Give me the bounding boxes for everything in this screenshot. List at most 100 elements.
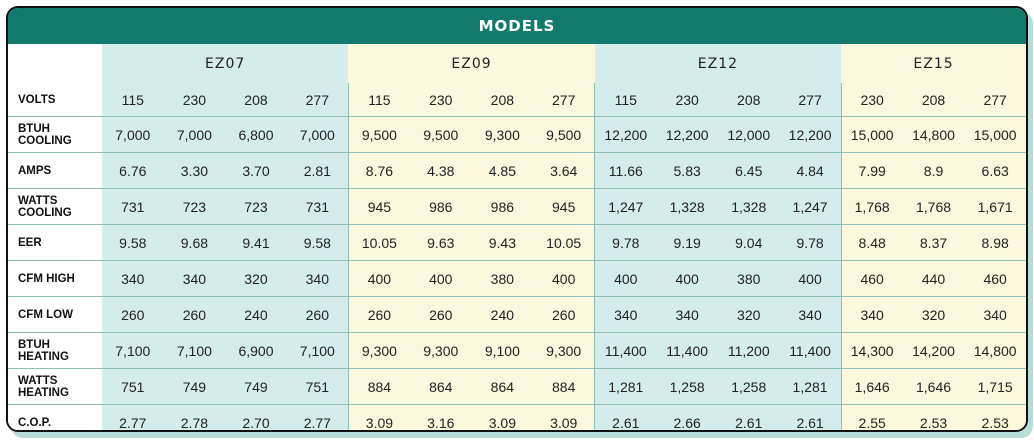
table-cell: 260 (409, 296, 472, 333)
table-cell: 2.66 (656, 404, 718, 430)
table-cell: 14,800 (964, 332, 1026, 369)
table-cell: 6,800 (225, 116, 287, 153)
table-cell: 400 (779, 260, 842, 297)
table-cell: 7,000 (286, 116, 349, 153)
table-cell: 4.38 (409, 152, 472, 189)
model-header-row: EZ07 EZ09 EZ12 EZ15 (8, 44, 1026, 83)
row-label-line: HEATING (18, 386, 69, 399)
table-cell: 3.16 (409, 404, 472, 430)
table-cell: 864 (409, 368, 472, 405)
row-label-line: EER (18, 236, 42, 249)
table-row: C.O.P. 2.77 2.78 2.70 2.77 3.09 3.16 3.09 3.09 2.… (8, 404, 1026, 430)
table-row: WATTS COOLING 731 723 723 731 945 986 986 945 1,24… (8, 188, 1026, 225)
table-cell: 1,671 (964, 188, 1026, 225)
spec-table-frame: MODELS EZ07 EZ09 EZ12 EZ15 VOLTS 115 230 20… (6, 6, 1028, 432)
table-cell: 1,281 (779, 368, 842, 405)
spec-table: EZ07 EZ09 EZ12 EZ15 VOLTS 115 230 208 277 115… (8, 44, 1026, 430)
table-cell: 9.19 (656, 224, 718, 261)
table-cell: 1,247 (594, 188, 657, 225)
table-row: BTUH HEATING 7,100 7,100 6,900 7,100 9,300 9,30… (8, 332, 1026, 369)
table-row: CFM HIGH 340 340 320 340 400 400 380 400 400 400 38… (8, 260, 1026, 297)
table-cell: 6.45 (717, 152, 780, 189)
table-cell: 400 (347, 260, 410, 297)
table-cell: 12,200 (779, 116, 842, 153)
table-cell: 260 (286, 296, 349, 333)
table-cell: 9,500 (347, 116, 410, 153)
table-cell: 9.58 (102, 224, 164, 261)
table-cell: 260 (533, 296, 595, 333)
table-cell: 751 (102, 368, 164, 405)
table-cell: 1,258 (717, 368, 780, 405)
table-cell: 1,247 (779, 188, 842, 225)
table-cell: 320 (902, 296, 965, 333)
table-cell: 11,400 (594, 332, 657, 369)
table-cell: 2.55 (840, 404, 903, 430)
model-ez12: EZ12 (594, 44, 842, 83)
table-cell: 9,500 (533, 116, 595, 153)
table-cell: 9,300 (471, 116, 534, 153)
row-label: BTUH HEATING (8, 332, 102, 369)
row-label: BTUH COOLING (8, 116, 102, 153)
table-cell: 1,715 (964, 368, 1026, 405)
table-cell: 12,000 (717, 116, 780, 153)
volts-cell: 208 (902, 83, 965, 117)
table-cell: 2.77 (102, 404, 164, 430)
volts-cell: 115 (102, 83, 164, 117)
table-cell: 3.70 (225, 152, 287, 189)
table-cell: 1,258 (656, 368, 718, 405)
row-label: CFM HIGH (8, 260, 102, 297)
row-label-line: CFM LOW (18, 308, 73, 321)
volts-cell: 115 (347, 83, 410, 117)
row-label: WATTS COOLING (8, 188, 102, 225)
row-label-line: HEATING (18, 350, 69, 363)
row-label-line: COOLING (18, 134, 72, 147)
table-cell: 340 (840, 296, 903, 333)
table-cell: 10.05 (347, 224, 410, 261)
table-cell: 14,800 (902, 116, 965, 153)
table-cell: 7,000 (163, 116, 226, 153)
table-cell: 11,400 (779, 332, 842, 369)
table-cell: 8.37 (902, 224, 965, 261)
table-row: EER 9.58 9.68 9.41 9.58 10.05 9.63 9.43 10.05 9.7… (8, 224, 1026, 261)
table-cell: 340 (286, 260, 349, 297)
row-label-line: COOLING (18, 206, 72, 219)
table-cell: 2.53 (964, 404, 1026, 430)
volts-cell: 208 (471, 83, 534, 117)
table-cell: 6,900 (225, 332, 287, 369)
table-cell: 1,328 (656, 188, 718, 225)
table-cell: 1,768 (840, 188, 903, 225)
table-cell: 8.98 (964, 224, 1026, 261)
table-cell: 3.09 (471, 404, 534, 430)
volts-cell: 277 (779, 83, 842, 117)
table-cell: 945 (347, 188, 410, 225)
table-cell: 5.83 (656, 152, 718, 189)
model-ez07: EZ07 (102, 44, 349, 83)
table-cell: 320 (717, 296, 780, 333)
row-label-line: WATTS (18, 374, 58, 387)
table-cell: 15,000 (840, 116, 903, 153)
table-cell: 8.9 (902, 152, 965, 189)
volts-cell: 115 (594, 83, 657, 117)
table-cell: 9,100 (471, 332, 534, 369)
table-cell: 260 (347, 296, 410, 333)
table-cell: 4.85 (471, 152, 534, 189)
volts-cell: 230 (656, 83, 718, 117)
table-cell: 986 (471, 188, 534, 225)
table-cell: 9.63 (409, 224, 472, 261)
volts-cell: 277 (533, 83, 595, 117)
row-label: AMPS (8, 152, 102, 189)
table-cell: 7,100 (163, 332, 226, 369)
table-cell: 2.61 (779, 404, 842, 430)
model-ez15: EZ15 (841, 44, 1026, 83)
table-cell: 260 (102, 296, 164, 333)
table-cell: 10.05 (533, 224, 595, 261)
table-cell: 9,300 (347, 332, 410, 369)
table-cell: 340 (163, 260, 226, 297)
table-cell: 749 (225, 368, 287, 405)
table-cell: 340 (656, 296, 718, 333)
table-cell: 9.78 (779, 224, 842, 261)
models-header: MODELS (8, 8, 1026, 44)
table-cell: 9.78 (594, 224, 657, 261)
table-cell: 340 (102, 260, 164, 297)
table-cell: 12,200 (656, 116, 718, 153)
